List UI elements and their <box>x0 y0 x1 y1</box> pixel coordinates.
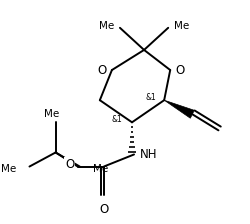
Text: O: O <box>97 64 106 77</box>
Text: Me: Me <box>174 21 189 31</box>
Text: O: O <box>99 203 108 216</box>
Text: Me: Me <box>44 109 59 119</box>
Text: &1: &1 <box>146 93 156 102</box>
Text: O: O <box>65 158 74 171</box>
Text: O: O <box>176 64 185 77</box>
Text: NH: NH <box>140 148 158 161</box>
Text: Me: Me <box>99 21 114 31</box>
Text: Me: Me <box>1 164 16 174</box>
Polygon shape <box>164 100 194 118</box>
Text: &1: &1 <box>112 115 122 124</box>
Text: Me: Me <box>93 164 108 174</box>
